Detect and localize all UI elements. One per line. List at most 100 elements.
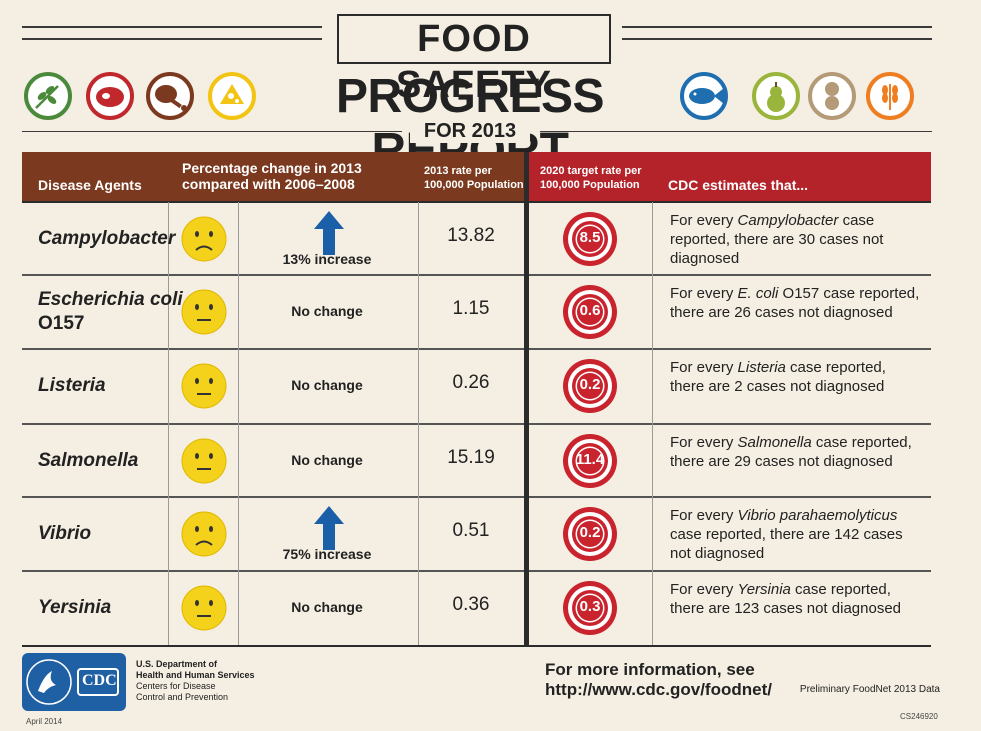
percent-change: No change (291, 377, 363, 393)
hhs-cdc-logo: CDC (22, 653, 126, 711)
header-rule (622, 26, 932, 28)
meat-icon (86, 72, 134, 120)
percent-change: No change (291, 303, 363, 319)
header-rule (22, 131, 402, 132)
estimate-text: case reported, there are 142 cases not d… (670, 525, 903, 562)
fish-icon (680, 72, 728, 120)
row-divider (22, 201, 931, 203)
col-header-estimates: CDC estimates that... (668, 177, 809, 193)
estimate-text: For every (670, 284, 738, 302)
neutral-face-icon (180, 288, 228, 336)
estimate-organism: Vibrio parahaemolyticus (737, 506, 898, 524)
target-rate-value: 0.3 (579, 598, 601, 615)
target-rate-icon: 11.4 (562, 433, 618, 489)
row-divider (22, 274, 931, 276)
row-divider (22, 348, 931, 350)
cdc-estimate: For every Salmonella case reported, ther… (670, 433, 920, 471)
rate-2013: 1.15 (452, 298, 490, 319)
rate-2013: 0.51 (452, 520, 490, 541)
target-rate-icon: 8.5 (562, 211, 618, 267)
dept-line-2: Health and Human Services (136, 670, 255, 680)
percent-change: 75% increase (282, 546, 372, 562)
neutral-face-icon (180, 362, 228, 410)
increase-arrow-icon (314, 211, 344, 255)
estimate-text: case reported, there are 30 cases not di… (670, 211, 884, 267)
estimate-text: case reported, there are 29 cases not di… (670, 433, 912, 470)
wheat-icon (866, 72, 914, 120)
col-header-agents: Disease Agents (38, 177, 142, 193)
row-divider (22, 423, 931, 425)
agent-name: Vibrio (38, 522, 91, 546)
agent-name: Yersinia (38, 596, 111, 620)
target-rate-icon: 0.3 (562, 580, 618, 636)
percent-change: No change (291, 452, 363, 468)
percent-change: No change (291, 599, 363, 615)
col-header-change: Percentage change in 2013 compared with … (182, 160, 362, 192)
estimate-text: O157 case reported, there are 26 cases n… (670, 284, 920, 321)
sad-face-icon (180, 215, 228, 263)
rate-2013: 15.19 (447, 447, 495, 468)
more-info-link[interactable]: For more information, see http://www.cdc… (545, 660, 772, 699)
row-divider (22, 570, 931, 572)
neutral-face-icon (180, 437, 228, 485)
estimate-organism: Salmonella (737, 433, 812, 451)
column-divider-thick (524, 152, 529, 645)
col-header-rate: 2013 rate per 100,000 Population (424, 165, 524, 191)
estimate-text: For every (670, 358, 738, 376)
agent-name-text: Vibrio (38, 523, 92, 544)
title-food-safety: FOOD SAFETY (337, 14, 611, 106)
header-rule (540, 131, 932, 132)
agent-name: Listeria (38, 374, 106, 398)
document-code: CS246920 (900, 712, 938, 721)
estimate-text: For every (670, 433, 738, 451)
poultry-leg-icon (146, 72, 194, 120)
cdc-estimate: For every E. coli O157 case reported, th… (670, 284, 920, 322)
target-rate-value: 0.2 (579, 376, 601, 393)
target-rate-value: 0.2 (579, 524, 601, 541)
row-divider (22, 645, 931, 647)
estimate-organism: Listeria (737, 358, 786, 376)
header-rule (22, 38, 322, 40)
percent-change: 13% increase (282, 251, 372, 267)
table-header-right (529, 152, 931, 202)
agent-name-text: Yersinia (38, 597, 112, 618)
target-rate-value: 0.6 (579, 302, 601, 319)
estimate-text: For every (670, 506, 738, 524)
header-rule (22, 26, 322, 28)
increase-arrow-icon (314, 506, 344, 550)
peanut-icon (808, 72, 856, 120)
rate-2013: 0.36 (452, 594, 490, 615)
title-year: FOR 2013 (410, 120, 530, 143)
estimate-text: For every (670, 580, 738, 598)
rate-2013: 0.26 (452, 372, 490, 393)
column-divider (238, 202, 239, 645)
column-divider (652, 202, 653, 645)
cdc-estimate: For every Campylobacter case reported, t… (670, 211, 920, 268)
estimate-text: For every (670, 211, 738, 229)
agent-name-suffix: O157 (38, 313, 85, 334)
estimate-text: case reported, there are 2 cases not dia… (670, 358, 886, 395)
col-header-target: 2020 target rate per 100,000 Population (540, 165, 642, 191)
agent-name: Campylobacter (38, 227, 175, 251)
sad-face-icon (180, 510, 228, 558)
header-rule (622, 38, 932, 40)
target-rate-icon: 0.2 (562, 358, 618, 414)
agent-name-text: Listeria (38, 375, 106, 396)
agent-name-text: Salmonella (38, 450, 139, 471)
publication-date: April 2014 (26, 717, 63, 726)
herb-icon (24, 72, 72, 120)
target-rate-value: 8.5 (579, 229, 601, 246)
hhs-eagle-icon (26, 659, 119, 705)
estimate-organism: Yersinia (737, 580, 791, 598)
estimate-organism: Campylobacter (737, 211, 839, 229)
target-rate-icon: 0.2 (562, 506, 618, 562)
target-rate-value: 11.4 (575, 451, 605, 468)
column-divider (168, 202, 169, 645)
table-header-left (22, 152, 526, 202)
pear-icon (752, 72, 800, 120)
column-divider (418, 202, 419, 645)
row-divider (22, 496, 931, 498)
rate-2013: 13.82 (447, 225, 495, 246)
cdc-estimate: For every Vibrio parahaemolyticus case r… (670, 506, 920, 563)
dept-line-3: Centers for Disease (136, 681, 216, 691)
